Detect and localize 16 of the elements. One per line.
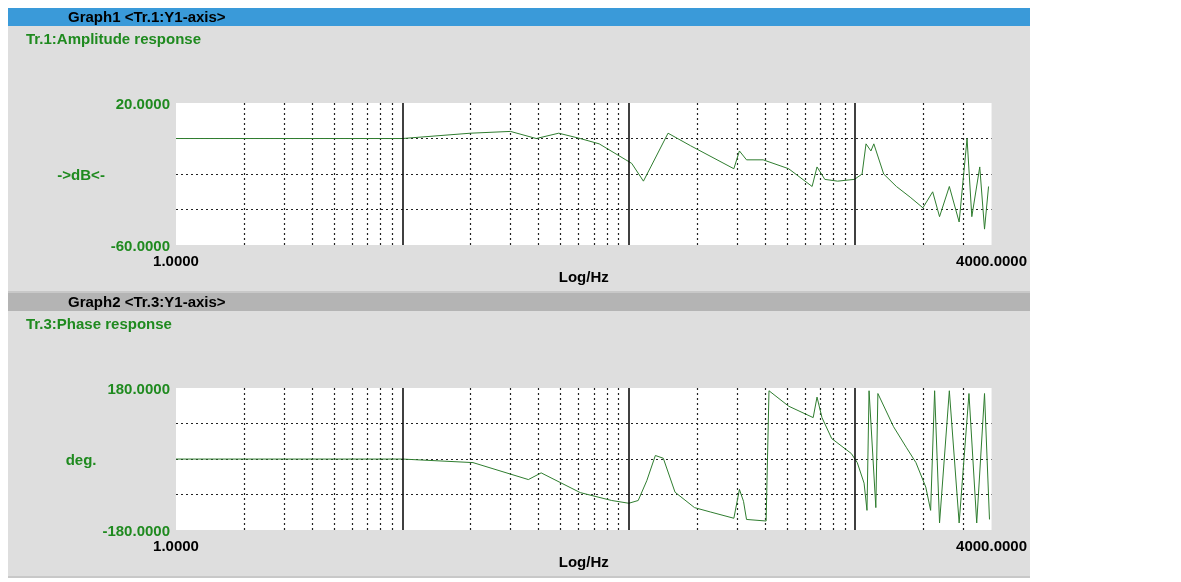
y-axis-title: deg.: [65, 450, 97, 468]
chart-title: Graph1 <Tr.1:Y1-axis>: [68, 8, 226, 25]
x-tick-label: 4000.0000: [956, 252, 1027, 270]
x-axis-title: Log/Hz: [558, 268, 609, 285]
y-tick-label: -60.0000: [110, 236, 170, 254]
x-tick-label: 1.0000: [153, 537, 199, 555]
y-tick-label: 180.0000: [107, 379, 170, 397]
x-tick-label: 4000.0000: [956, 537, 1027, 555]
x-tick-label: 1.0000: [153, 252, 199, 270]
x-axis-title: Log/Hz: [558, 553, 609, 570]
chart-subtitle: Tr.3:Phase response: [26, 315, 172, 332]
y-axis-title: ->dB<-: [57, 165, 105, 183]
chart-title: Graph2 <Tr.3:Y1-axis>: [68, 293, 226, 310]
y-tick-label: 20.0000: [115, 94, 170, 112]
chart-subtitle: Tr.1:Amplitude response: [26, 30, 202, 47]
y-tick-label: -180.0000: [102, 521, 170, 539]
